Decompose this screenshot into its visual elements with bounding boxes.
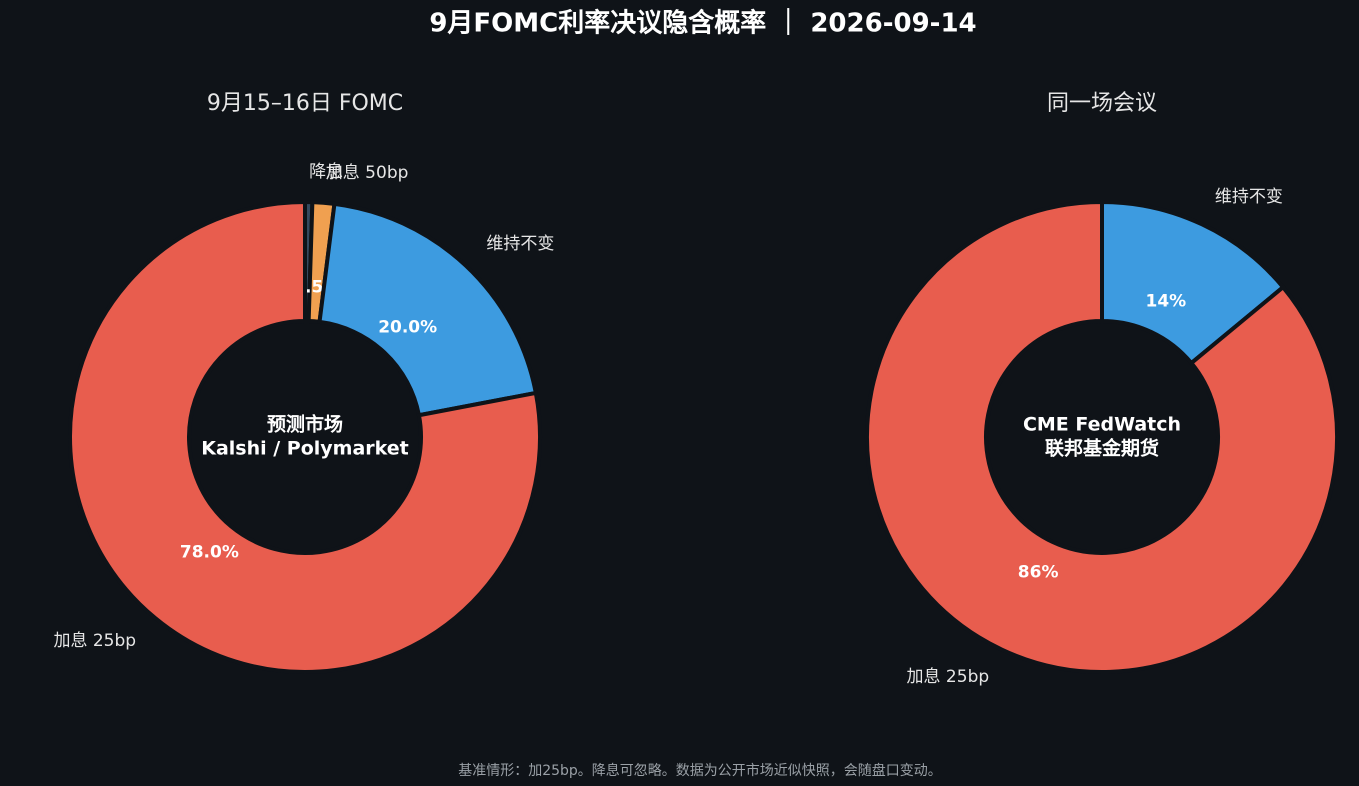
value-label: 14%: [1146, 291, 1187, 311]
value-label: 78.0%: [180, 543, 239, 563]
slice-label: 加息 25bp: [907, 667, 990, 687]
center-text: 联邦基金期货: [1045, 437, 1159, 460]
subplot-title: 同一场会议: [1047, 91, 1157, 116]
donut-slice: [317, 201, 539, 418]
subplot-title: 9月15–16日 FOMC: [207, 91, 403, 116]
donut-slice: [68, 199, 542, 674]
slice-label: 加息 50bp: [326, 163, 409, 183]
footnote: 基准情形：加25bp。降息可忽略。数据为公开市场近似快照，会随盘口变动。: [458, 762, 942, 779]
value-label: 86%: [1018, 563, 1059, 583]
center-text: 预测市场: [267, 413, 343, 436]
center-text: CME FedWatch: [1023, 414, 1181, 436]
value-label: 20.0%: [378, 318, 437, 338]
slice-label: 加息 25bp: [53, 631, 136, 651]
chart-title: 9月FOMC利率决议隐含概率 ｜ 2026-09-14: [429, 8, 976, 39]
center-text: Kalshi / Polymarket: [201, 438, 409, 460]
slice-label: 降息: [309, 162, 343, 182]
slice-label: 维持不变: [1215, 187, 1283, 207]
donut-slice: [865, 199, 1339, 674]
slice-label: 维持不变: [486, 234, 554, 254]
